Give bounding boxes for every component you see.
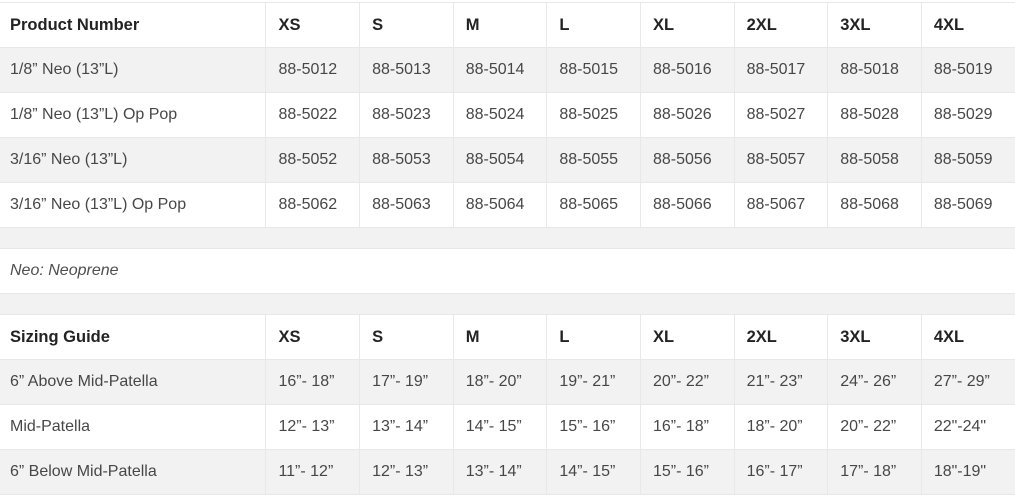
note-row: Neo: Neoprene xyxy=(0,248,1015,294)
value-cell: 88-5022 xyxy=(265,92,361,138)
product-row: 1/8” Neo (13”L) Op Pop 88-5022 88-5023 88-5… xyxy=(0,92,1015,138)
value-cell: 88-5027 xyxy=(733,92,829,138)
value-cell: 18”- 20” xyxy=(733,404,829,450)
spacer-cell xyxy=(0,227,1015,249)
value-cell: 22"-24" xyxy=(920,404,1015,450)
header-cell-size: M xyxy=(452,314,548,360)
note-cell: Neo: Neoprene xyxy=(0,248,1015,294)
header-cell-label: Product Number xyxy=(0,2,267,48)
row-label-cell: Mid-Patella xyxy=(0,404,267,450)
header-cell-size: L xyxy=(546,314,641,360)
value-cell: 16”- 17” xyxy=(733,449,829,495)
spacer-row xyxy=(0,293,1015,315)
value-cell: 20”- 22” xyxy=(639,359,735,405)
value-cell: 13”- 14” xyxy=(452,449,548,495)
product-row: 1/8” Neo (13”L) 88-5012 88-5013 88-5014 88-5… xyxy=(0,47,1015,93)
value-cell: 88-5066 xyxy=(639,182,735,228)
header-cell-size: 3XL xyxy=(827,2,922,48)
value-cell: 17”- 18” xyxy=(827,449,922,495)
value-cell: 88-5014 xyxy=(452,47,548,93)
value-cell: 88-5016 xyxy=(639,47,735,93)
value-cell: 88-5063 xyxy=(359,182,454,228)
header-cell-label: Sizing Guide xyxy=(0,314,267,360)
value-cell: 24”- 26” xyxy=(827,359,922,405)
header-cell-size: M xyxy=(452,2,548,48)
value-cell: 14”- 15” xyxy=(546,449,641,495)
header-cell-size: XL xyxy=(639,314,735,360)
value-cell: 88-5025 xyxy=(546,92,641,138)
product-table-header-row: Product Number XS S M L XL 2XL 3XL 4XL xyxy=(0,2,1015,48)
value-cell: 21”- 23” xyxy=(733,359,829,405)
value-cell: 88-5064 xyxy=(452,182,548,228)
value-cell: 19”- 21” xyxy=(546,359,641,405)
value-cell: 88-5012 xyxy=(265,47,361,93)
value-cell: 27”- 29” xyxy=(920,359,1015,405)
sizing-row: 6” Below Mid-Patella 11”- 12” 12”- 13” 13”-… xyxy=(0,449,1015,495)
value-cell: 88-5059 xyxy=(920,137,1015,183)
value-cell: 12”- 13” xyxy=(265,404,361,450)
header-cell-size: L xyxy=(546,2,641,48)
value-cell: 88-5054 xyxy=(452,137,548,183)
row-label-cell: 1/8” Neo (13”L) Op Pop xyxy=(0,92,267,138)
row-label-cell: 3/16” Neo (13”L) Op Pop xyxy=(0,182,267,228)
spacer-cell xyxy=(0,293,1015,315)
value-cell: 88-5058 xyxy=(827,137,922,183)
value-cell: 88-5019 xyxy=(920,47,1015,93)
row-label-cell: 1/8” Neo (13”L) xyxy=(0,47,267,93)
header-cell-size: 3XL xyxy=(827,314,922,360)
value-cell: 88-5029 xyxy=(920,92,1015,138)
header-cell-size: 2XL xyxy=(733,314,829,360)
value-cell: 88-5057 xyxy=(733,137,829,183)
sizing-table-header-row: Sizing Guide XS S M L XL 2XL 3XL 4XL xyxy=(0,314,1015,360)
value-cell: 88-5069 xyxy=(920,182,1015,228)
value-cell: 88-5017 xyxy=(733,47,829,93)
row-label-cell: 6” Below Mid-Patella xyxy=(0,449,267,495)
value-cell: 16”- 18” xyxy=(639,404,735,450)
header-cell-size: XL xyxy=(639,2,735,48)
header-cell-size: XS xyxy=(265,2,361,48)
value-cell: 88-5026 xyxy=(639,92,735,138)
value-cell: 14”- 15” xyxy=(452,404,548,450)
value-cell: 88-5062 xyxy=(265,182,361,228)
value-cell: 88-5055 xyxy=(546,137,641,183)
value-cell: 13”- 14” xyxy=(359,404,454,450)
value-cell: 88-5023 xyxy=(359,92,454,138)
value-cell: 88-5028 xyxy=(827,92,922,138)
value-cell: 88-5024 xyxy=(452,92,548,138)
value-cell: 18”- 20” xyxy=(452,359,548,405)
product-row: 3/16” Neo (13”L) 88-5052 88-5053 88-5054 88-… xyxy=(0,137,1015,183)
value-cell: 88-5065 xyxy=(546,182,641,228)
value-cell: 88-5013 xyxy=(359,47,454,93)
row-label-cell: 6” Above Mid-Patella xyxy=(0,359,267,405)
row-label-cell: 3/16” Neo (13”L) xyxy=(0,137,267,183)
spacer-row xyxy=(0,227,1015,249)
value-cell: 88-5068 xyxy=(827,182,922,228)
value-cell: 18"-19" xyxy=(920,449,1015,495)
value-cell: 88-5052 xyxy=(265,137,361,183)
sizing-row: 6” Above Mid-Patella 16”- 18” 17”- 19” 18”-… xyxy=(0,359,1015,405)
value-cell: 88-5018 xyxy=(827,47,922,93)
value-cell: 16”- 18” xyxy=(265,359,361,405)
header-cell-size: XS xyxy=(265,314,361,360)
header-cell-size: 4XL xyxy=(920,314,1015,360)
value-cell: 15”- 16” xyxy=(546,404,641,450)
header-cell-size: 2XL xyxy=(733,2,829,48)
header-cell-size: 4XL xyxy=(920,2,1015,48)
value-cell: 12”- 13” xyxy=(359,449,454,495)
header-cell-size: S xyxy=(359,314,454,360)
value-cell: 17”- 19” xyxy=(359,359,454,405)
product-row: 3/16” Neo (13”L) Op Pop 88-5062 88-5063 88-… xyxy=(0,182,1015,228)
value-cell: 11”- 12” xyxy=(265,449,361,495)
value-cell: 88-5015 xyxy=(546,47,641,93)
header-cell-size: S xyxy=(359,2,454,48)
sizing-row: Mid-Patella 12”- 13” 13”- 14” 14”- 15” 15”- … xyxy=(0,404,1015,450)
value-cell: 88-5067 xyxy=(733,182,829,228)
value-cell: 15”- 16” xyxy=(639,449,735,495)
value-cell: 20”- 22” xyxy=(827,404,922,450)
value-cell: 88-5053 xyxy=(359,137,454,183)
value-cell: 88-5056 xyxy=(639,137,735,183)
